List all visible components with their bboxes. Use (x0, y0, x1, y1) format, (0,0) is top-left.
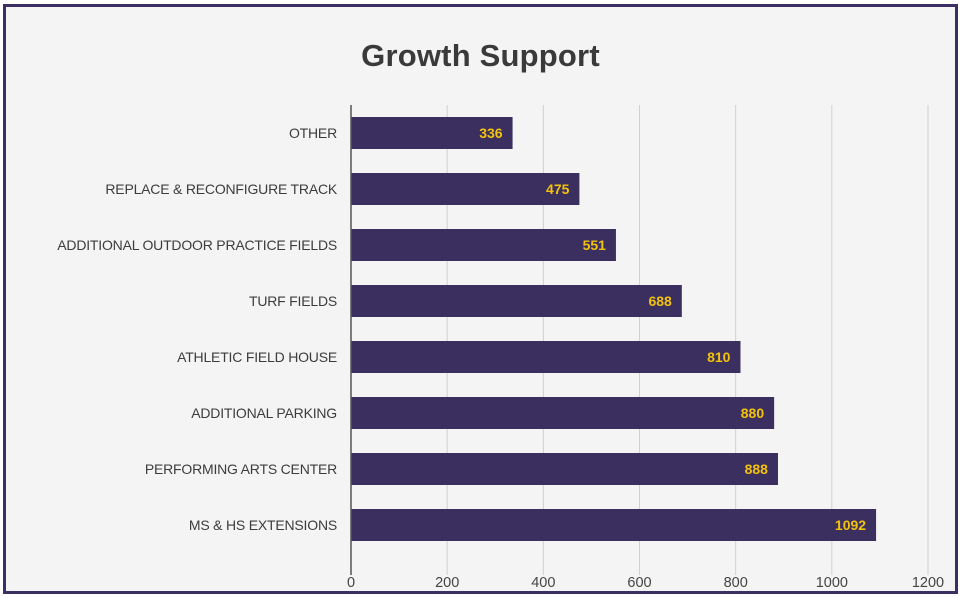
category-label: ADDITIONAL OUTDOOR PRACTICE FIELDS (57, 237, 337, 253)
category-label: REPLACE & RECONFIGURE TRACK (105, 181, 337, 197)
x-tick-label: 400 (531, 575, 555, 591)
category-label: TURF FIELDS (249, 293, 337, 309)
category-label: ATHLETIC FIELD HOUSE (177, 349, 337, 365)
data-label: 1092 (835, 517, 866, 533)
chart-title: Growth Support (361, 38, 600, 73)
data-label: 888 (745, 461, 769, 477)
category-label: PERFORMING ARTS CENTER (145, 461, 337, 477)
bar (351, 453, 778, 485)
category-label: ADDITIONAL PARKING (191, 405, 337, 421)
data-label: 880 (741, 405, 765, 421)
bar (351, 397, 775, 429)
data-label: 688 (648, 293, 672, 309)
data-label: 336 (479, 125, 503, 141)
bar (351, 285, 682, 317)
bar-chart: OTHER 336 REPLACE & RECONFIGURE TRACK 475 AD… (57, 105, 944, 591)
x-tick-label: 1000 (816, 575, 848, 591)
bar (351, 229, 616, 261)
x-tick-label: 1200 (912, 575, 944, 591)
category-label: OTHER (289, 125, 337, 141)
bar (351, 173, 580, 205)
bar (351, 509, 877, 541)
chart-frame: Growth Support OTHER 336 REPLACE & RECONFI… (3, 4, 958, 594)
x-tick-label: 200 (435, 575, 459, 591)
x-tick-label: 0 (347, 575, 355, 591)
x-tick-label: 600 (627, 575, 651, 591)
data-label: 551 (583, 237, 607, 253)
bar (351, 117, 513, 149)
data-label: 475 (546, 181, 570, 197)
category-label: MS & HS EXTENSIONS (189, 517, 337, 533)
data-label: 810 (707, 349, 731, 365)
x-tick-label: 800 (724, 575, 748, 591)
bar (351, 341, 741, 373)
